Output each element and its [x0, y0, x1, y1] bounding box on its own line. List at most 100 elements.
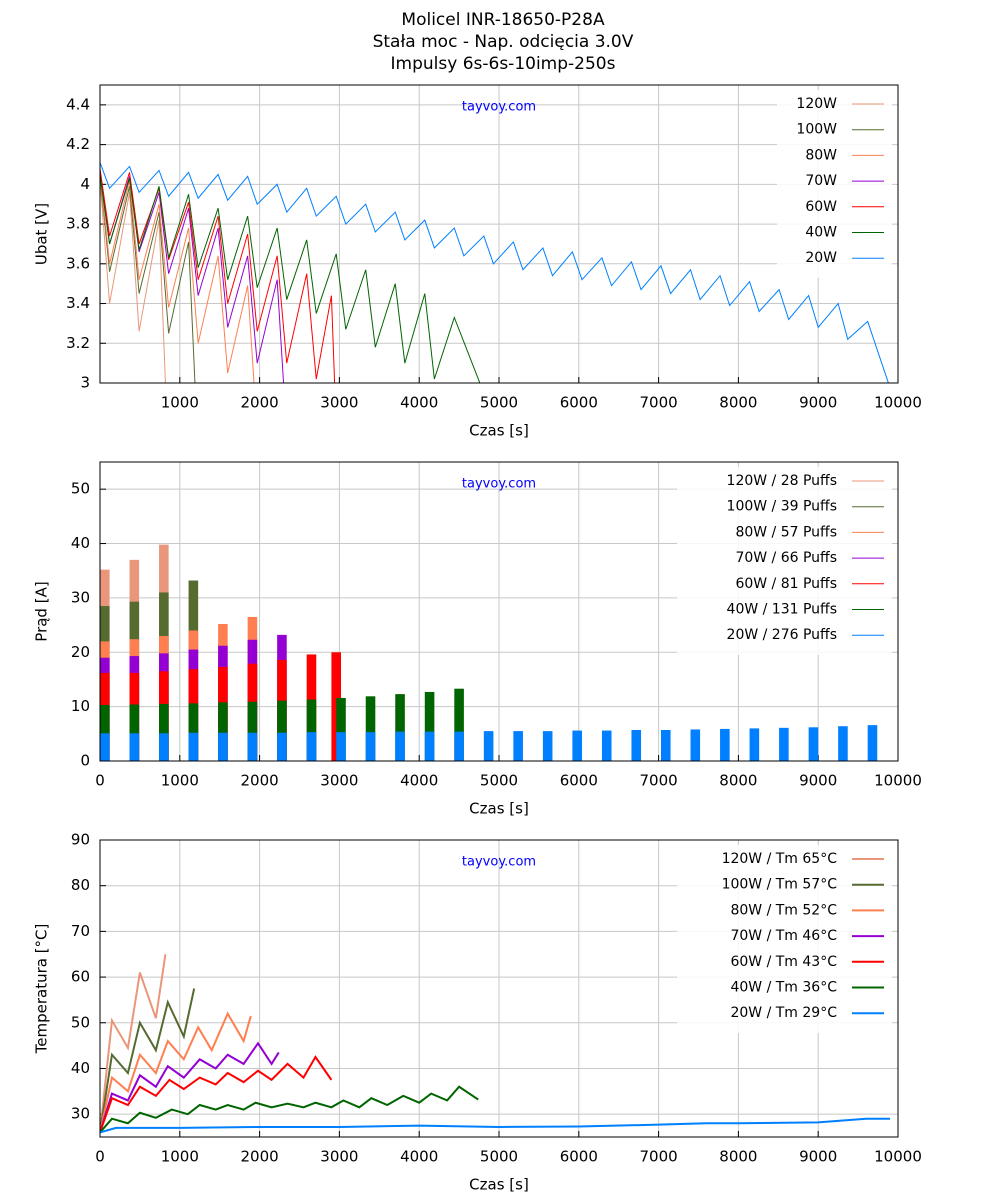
bar: [424, 691, 435, 761]
y-tick-label: 60: [71, 968, 90, 986]
bar: [247, 701, 258, 761]
legend-label: 80W / 57 Puffs: [735, 524, 837, 540]
bar: [720, 728, 730, 761]
bar: [218, 732, 228, 761]
x-tick-label: 10000: [874, 772, 922, 790]
bar: [129, 704, 140, 761]
bar: [601, 730, 612, 761]
bar: [365, 732, 376, 761]
plot-area: [100, 162, 889, 383]
bar: [542, 731, 553, 761]
y-tick-label: 90: [71, 831, 90, 849]
x-tick-label: 10000: [874, 1148, 922, 1166]
legend-label: 120W: [796, 96, 837, 112]
bar: [395, 731, 405, 761]
legend-box: [777, 90, 892, 278]
panel: 30 40 50 60 70 80 90 0 1000 2000 3000 4000 5000 6000 7…: [33, 831, 922, 1194]
title-line: Impulsy 6s-6s-10imp-250s: [391, 54, 616, 74]
bar: [336, 732, 346, 761]
y-tick-label: 4.4: [66, 95, 90, 113]
bar: [365, 696, 376, 761]
frame: [99, 84, 899, 384]
y-tick-label: 3.2: [66, 334, 90, 352]
y-tick-label: 40: [71, 1059, 90, 1077]
legend-label: 70W / Tm 46°C: [730, 928, 837, 944]
watermark: tayvoy.com: [462, 855, 536, 870]
y-tick-label: 3.8: [66, 215, 90, 233]
bar: [424, 731, 435, 761]
x-tick-label: 2000: [241, 772, 279, 790]
x-tick-label: 5000: [480, 1148, 518, 1166]
y-axis-label: Prąd [A]: [33, 581, 51, 641]
x-tick-label: 8000: [719, 772, 757, 790]
bar: [277, 700, 287, 761]
legend-label: 80W / Tm 52°C: [730, 902, 837, 918]
bar: [188, 732, 199, 761]
bar: [483, 731, 494, 761]
bar: [306, 732, 317, 761]
x-tick-label: 7000: [640, 1148, 678, 1166]
legend-label: 40W: [805, 225, 837, 241]
bar: [306, 699, 317, 761]
bar: [749, 728, 760, 761]
x-tick-label: 9000: [799, 772, 837, 790]
panel: 0 10 20 30 40 50 0 1000 2000 3000 4000 5000 6000 7000…: [33, 461, 922, 818]
legend-label: 60W / Tm 43°C: [730, 954, 837, 970]
x-tick-label: 0: [95, 772, 105, 790]
x-tick-label: 4000: [400, 1148, 438, 1166]
x-tick-label: 0: [95, 1148, 105, 1166]
x-tick-label: 4000: [400, 394, 438, 412]
x-tick-label: 2000: [241, 394, 279, 412]
x-tick-label: 9000: [799, 1148, 837, 1166]
bar: [690, 729, 701, 761]
y-tick-label: 3: [80, 374, 90, 392]
series-line: [100, 172, 255, 383]
legend-label: 70W: [805, 173, 837, 189]
bar: [867, 725, 878, 761]
legend-label: 100W / Tm 57°C: [722, 877, 838, 893]
y-tick-label: 70: [71, 922, 90, 940]
bar: [631, 730, 642, 761]
bar: [779, 727, 789, 761]
bar: [100, 705, 110, 761]
y-tick-label: 50: [71, 480, 90, 498]
x-tick-label: 5000: [480, 394, 518, 412]
legend-label: 20W / 276 Puffs: [727, 627, 837, 643]
x-tick-label: 7000: [640, 394, 678, 412]
legend-label: 100W / 39 Puffs: [727, 499, 837, 515]
x-tick-label: 6000: [560, 394, 598, 412]
legend-box: [677, 845, 892, 1033]
series-line: [100, 174, 196, 383]
y-tick-label: 40: [71, 534, 90, 552]
bar: [159, 703, 169, 761]
y-axis-label: Temperatura [°C]: [33, 924, 51, 1055]
series-line: [100, 1011, 252, 1133]
x-tick-label: 7000: [640, 772, 678, 790]
series-line: [100, 1041, 280, 1133]
y-tick-label: 30: [71, 588, 90, 606]
bar: [572, 730, 582, 761]
x-axis-label: Czas [s]: [469, 800, 529, 818]
frame: [99, 461, 899, 762]
y-tick-label: 10: [71, 697, 90, 715]
bar: [336, 697, 346, 761]
series-line: [100, 988, 196, 1133]
series-line: [100, 1117, 891, 1134]
y-tick-label: 80: [71, 876, 90, 894]
plot-area: [100, 954, 891, 1134]
bar: [100, 733, 110, 761]
legend-label: 40W / 131 Puffs: [727, 602, 837, 618]
x-tick-label: 3000: [320, 1148, 358, 1166]
bar: [247, 732, 258, 761]
bar: [159, 733, 169, 761]
panel: 3 3.2 3.4 3.6 3.8 4 4.2 4.4 1000 2000 3000 4000 5000…: [33, 84, 922, 440]
watermark: tayvoy.com: [462, 100, 536, 115]
x-tick-label: 5000: [480, 772, 518, 790]
bar: [454, 731, 464, 761]
bar: [808, 727, 819, 761]
series-line: [100, 1085, 479, 1134]
x-tick-label: 8000: [719, 394, 757, 412]
title-line: Molicel INR-18650-P28A: [401, 10, 605, 30]
y-tick-label: 20: [71, 643, 90, 661]
